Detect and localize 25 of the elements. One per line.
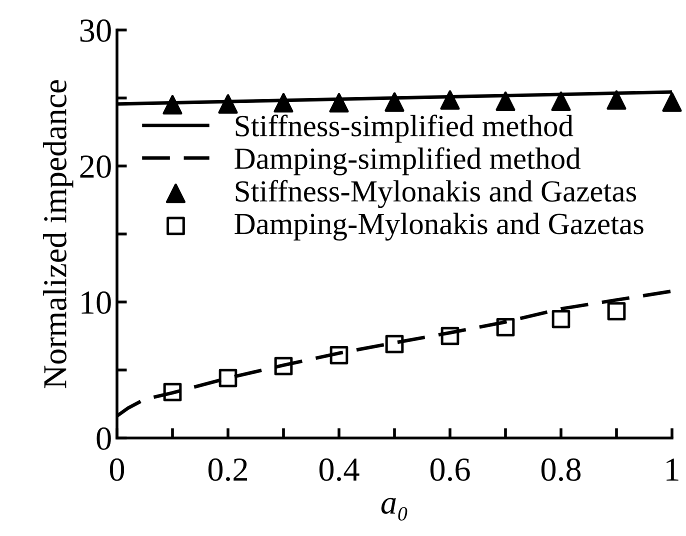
legend-label: Stiffness-simplified method	[236, 114, 574, 143]
x-tick-label: 0.4	[319, 458, 360, 482]
y-axis-title: Normalized impedance	[43, 80, 74, 388]
point	[440, 90, 460, 110]
point	[607, 302, 626, 320]
point	[552, 310, 570, 328]
point	[662, 92, 682, 112]
x-tick-label: 0.2	[208, 458, 247, 482]
x-axis-title: a₀	[381, 498, 408, 521]
x-tick-label: 1	[666, 458, 678, 481]
legend-label: Stiffness-Mylonakis and Gazetas	[236, 180, 636, 208]
point	[551, 92, 571, 112]
x-tick-label: 0.8	[541, 458, 581, 482]
x-tick-label: 0.6	[430, 458, 470, 482]
y-tick-label: 30	[80, 19, 111, 42]
legend-label: Damping-simplified method	[234, 147, 581, 176]
point	[384, 92, 404, 112]
y-tick-label: 10	[82, 291, 111, 314]
point	[606, 90, 626, 110]
point	[496, 92, 516, 112]
point	[218, 368, 238, 388]
legend-label: Damping-Mylonakis and Gazetas	[234, 212, 644, 241]
point	[385, 334, 404, 354]
y-tick-label: 20	[80, 155, 111, 178]
y-tick-label: 0	[96, 427, 111, 450]
